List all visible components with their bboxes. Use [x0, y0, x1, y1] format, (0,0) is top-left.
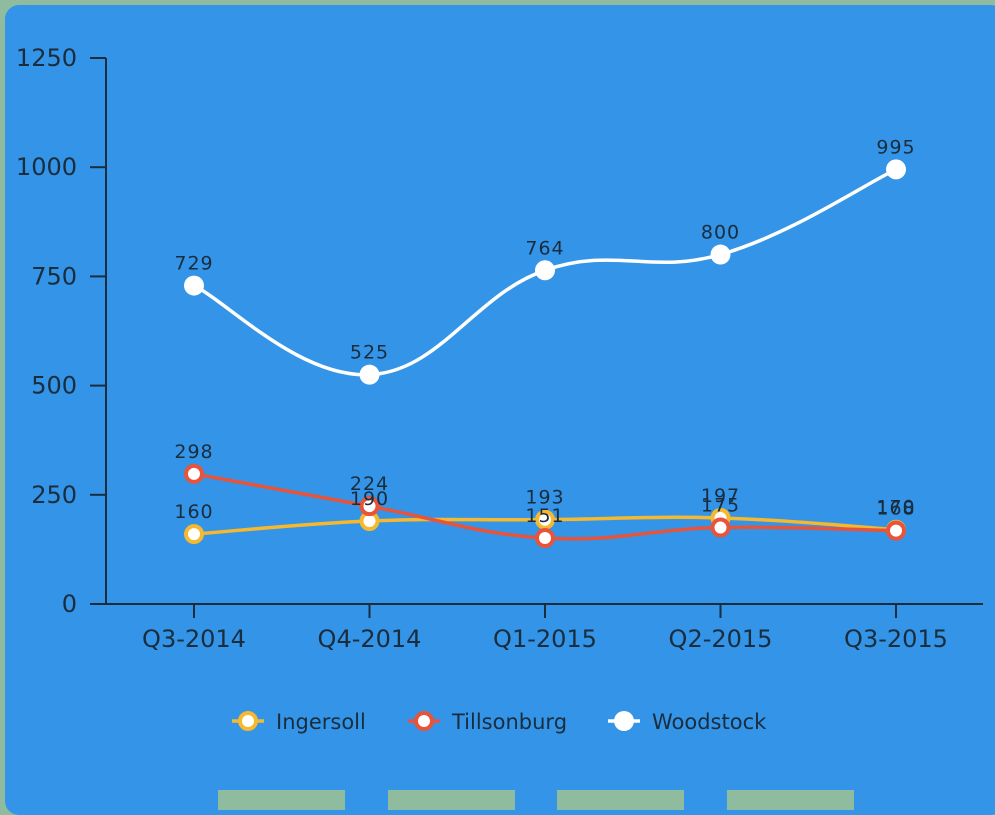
data-point-tillsonburg: [710, 517, 731, 538]
data-label-ingersoll: 170: [876, 497, 915, 519]
series-lines: [193, 167, 897, 541]
data-label-woodstock: 525: [350, 342, 389, 364]
data-label-woodstock: 995: [876, 136, 915, 158]
data-point-woodstock: [710, 244, 731, 265]
data-point-woodstock: [535, 260, 555, 281]
data-label-tillsonburg: 168: [876, 498, 915, 520]
legend: Ingersoll Tillsonburg Woodstock: [232, 710, 767, 734]
data-point-tillsonburg: [535, 528, 555, 549]
data-label-tillsonburg: 175: [701, 495, 740, 517]
x-tick-label: Q1-2015: [493, 625, 597, 653]
data-point-woodstock: [184, 275, 204, 296]
x-tick-label: Q3-2015: [844, 625, 948, 653]
axes: 0 250 500 750 1000 1250 Q3-2014 Q4-2014 Q1-2015 Q…: [16, 44, 983, 653]
data-label-woodstock: 764: [525, 237, 564, 259]
legend-label-ingersoll: Ingersoll: [276, 710, 366, 734]
page-tab-2[interactable]: [388, 790, 515, 810]
data-point-woodstock: [359, 364, 380, 385]
legend-marker-tillsonburg: [414, 711, 434, 731]
legend-label-woodstock: Woodstock: [652, 710, 767, 734]
legend-marker-woodstock: [614, 711, 634, 731]
x-tick-label: Q3-2014: [142, 625, 246, 653]
data-label-woodstock: 800: [701, 222, 740, 244]
y-tick-label: 1000: [16, 153, 77, 181]
y-tick-label: 500: [31, 372, 77, 400]
page-tab-4[interactable]: [727, 790, 854, 810]
data-point-tillsonburg: [184, 463, 204, 484]
data-point-woodstock: [886, 159, 906, 180]
data-label-ingersoll: 190: [350, 488, 389, 510]
data-label-woodstock: 729: [174, 253, 213, 275]
legend-label-tillsonburg: Tillsonburg: [451, 710, 567, 734]
data-label-tillsonburg: 151: [525, 505, 564, 527]
data-label-ingersoll: 160: [174, 501, 213, 523]
page-tab-1[interactable]: [218, 790, 345, 810]
x-tick-label: Q4-2014: [318, 625, 422, 653]
data-label-tillsonburg: 224: [350, 473, 389, 495]
data-point-tillsonburg: [886, 520, 906, 541]
data-label-ingersoll: 193: [525, 487, 564, 509]
data-point-ingersoll: [535, 509, 555, 530]
legend-marker-ingersoll: [238, 711, 258, 731]
data-point-ingersoll: [184, 524, 204, 545]
page-tab-3[interactable]: [557, 790, 684, 810]
y-tick-label: 750: [31, 262, 77, 290]
y-tick-label: 0: [62, 590, 77, 618]
data-labels: 160 190 193 197 170 298 224 151 175 168 729 525 764 8…: [174, 136, 915, 527]
y-tick-label: 250: [31, 481, 77, 509]
data-label-ingersoll: 197: [701, 485, 740, 507]
chart-panel: [5, 5, 995, 815]
data-point-tillsonburg: [359, 496, 380, 517]
y-tick-label: 1250: [16, 44, 77, 72]
series-points: [184, 159, 906, 549]
x-tick-label: Q2-2015: [669, 625, 773, 653]
data-label-tillsonburg: 298: [174, 441, 213, 463]
